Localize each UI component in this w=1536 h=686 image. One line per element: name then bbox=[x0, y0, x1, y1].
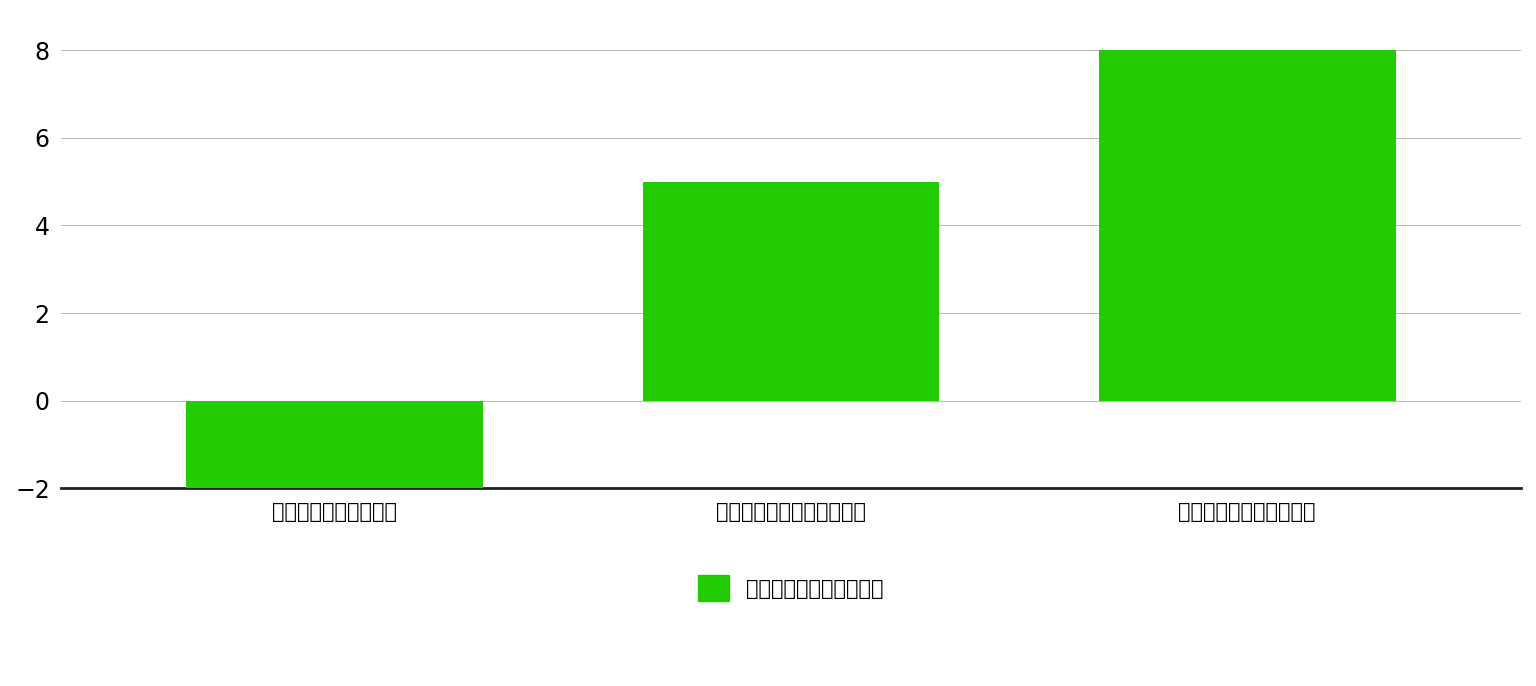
Bar bbox=[642, 182, 938, 401]
Bar bbox=[1098, 50, 1396, 401]
Bar bbox=[186, 401, 482, 488]
Legend: 嗜好性（快適度レベル）: 嗜好性（快適度レベル） bbox=[690, 567, 892, 609]
